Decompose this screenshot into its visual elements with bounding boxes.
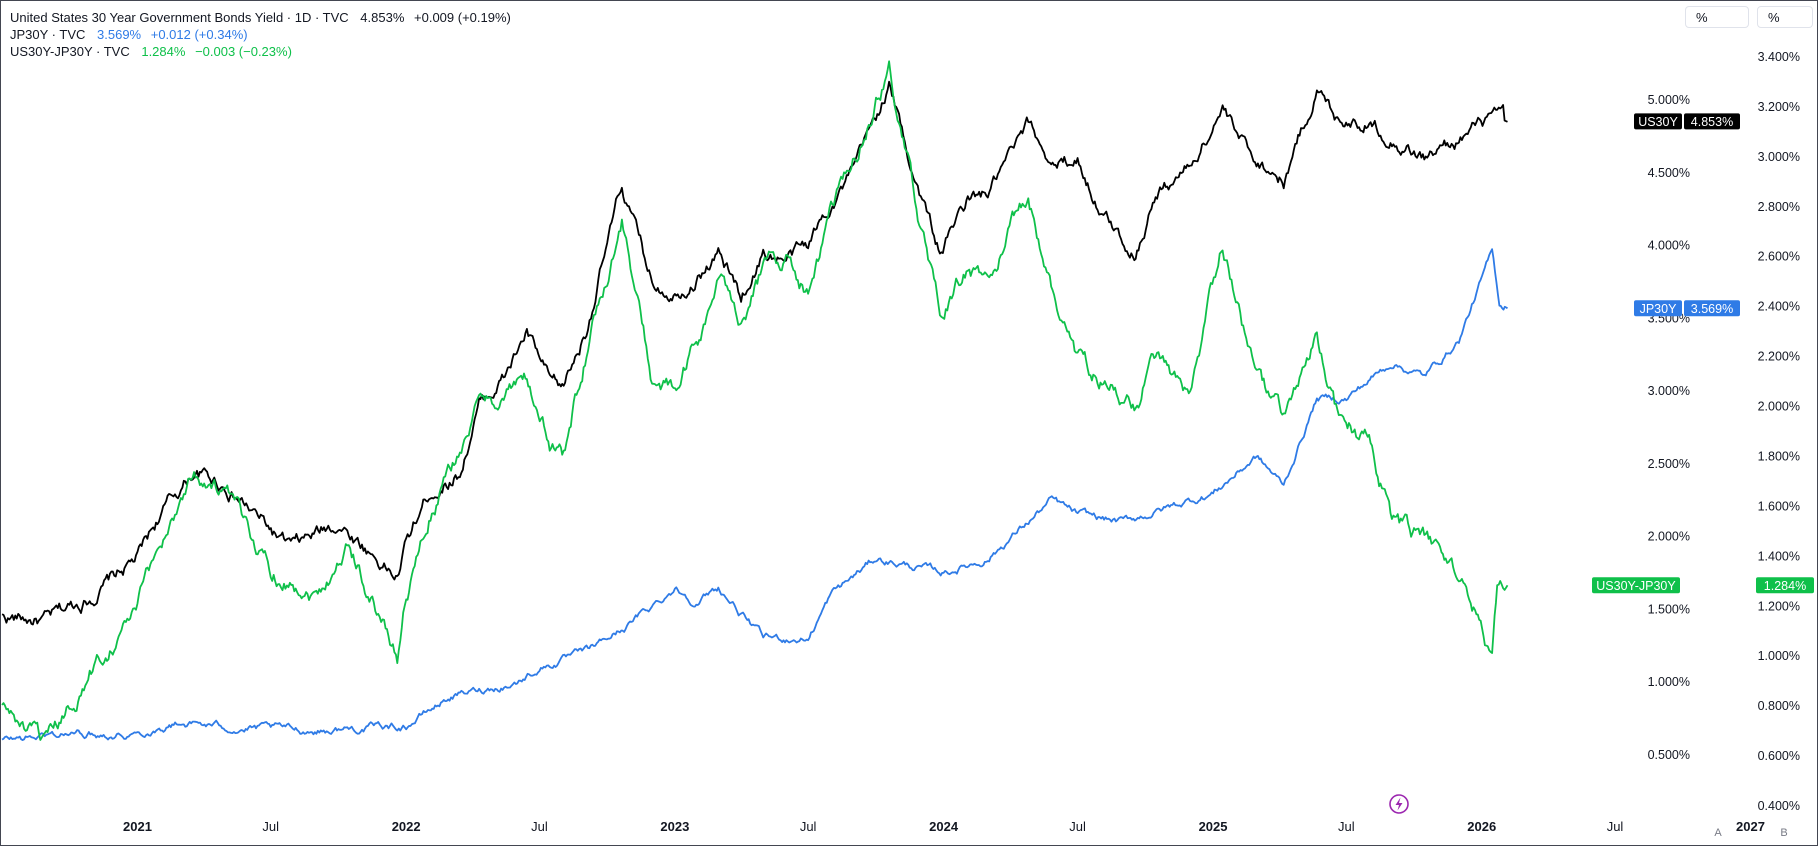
outer-axis-tick-label: 3.400%	[1758, 50, 1800, 64]
outer-axis-tick-label: 1.800%	[1758, 449, 1800, 463]
series-line-us30y[interactable]	[1, 80, 1508, 626]
x-axis-tick-label: 2025	[1199, 819, 1228, 834]
badge-label-bg	[1634, 300, 1682, 317]
inner-scale-percent-button[interactable]: %	[1685, 6, 1749, 28]
lightning-icon[interactable]	[1389, 794, 1409, 814]
x-axis-tick-label: Jul	[1338, 819, 1355, 834]
outer-scale-b-button[interactable]: B	[1780, 827, 1787, 839]
inner-axis-tick-label: 1.000%	[1648, 675, 1690, 689]
outer-scale-percent-button[interactable]: %	[1757, 6, 1813, 28]
legend-us30y-value: 4.853%	[360, 10, 405, 25]
legend-row-us30y[interactable]: United States 30 Year Government Bonds Y…	[10, 9, 517, 26]
inner-axis-tick-label: 0.500%	[1648, 748, 1690, 762]
badge-label-bg	[1634, 113, 1682, 130]
outer-axis-tick-label: 1.000%	[1758, 649, 1800, 663]
outer-axis-tick-label: 0.800%	[1758, 699, 1800, 713]
price-badge-spread: US30Y-JP30Y 1.284%	[1592, 577, 1814, 594]
outer-axis-tick-label: 0.600%	[1758, 749, 1800, 763]
series-line-us30y-jp30y[interactable]	[1, 60, 1509, 741]
x-axis-tick-label: 2026	[1467, 819, 1496, 834]
inner-axis-tick-label: 5.000%	[1648, 93, 1690, 107]
x-axis-tick-label: 2023	[660, 819, 689, 834]
legend-jp30y-name: JP30Y · TVC	[10, 27, 86, 42]
x-axis-tick-label: 2024	[929, 819, 959, 834]
outer-axis-tick-label: 3.000%	[1758, 150, 1800, 164]
auto-scale-button[interactable]: A	[1714, 827, 1722, 839]
outer-axis-tick-label: 2.800%	[1758, 200, 1800, 214]
price-badge-us30y: US30Y 4.853%	[1634, 113, 1740, 130]
inner-axis-tick-label: 2.000%	[1648, 530, 1690, 544]
legend-spread-name: US30Y-JP30Y · TVC	[10, 44, 130, 59]
badge-value-text: 3.569%	[1691, 302, 1733, 316]
legend-us30y-change: +0.009 (+0.19%)	[414, 10, 511, 25]
outer-axis-tick-label: 2.200%	[1758, 350, 1800, 364]
badge-value-bg	[1684, 300, 1740, 317]
inner-axis-tick-label: 3.000%	[1648, 384, 1690, 398]
outer-axis-tick-label: 0.400%	[1758, 799, 1800, 813]
x-axis-tick-label: Jul	[1069, 819, 1086, 834]
outer-axis-tick-label: 1.400%	[1758, 549, 1800, 563]
badge-label-bg	[1592, 577, 1680, 594]
inner-axis-tick-label: 1.500%	[1648, 602, 1690, 616]
x-axis-tick-label: Jul	[1607, 819, 1624, 834]
outer-axis-tick-label: 2.600%	[1758, 250, 1800, 264]
x-axis-tick-label: 2021	[123, 819, 152, 834]
legend-us30y-name: United States 30 Year Government Bonds Y…	[10, 10, 349, 25]
legend-spread-change: −0.003 (−0.23%)	[195, 44, 292, 59]
legend-row-jp30y[interactable]: JP30Y · TVC 3.569% +0.012 (+0.34%)	[10, 26, 517, 43]
x-axis-tick-label: 2022	[392, 819, 421, 834]
badge-value-bg	[1756, 577, 1814, 594]
inner-axis-tick-label: 4.500%	[1648, 166, 1690, 180]
inner-axis-tick-label: 4.000%	[1648, 239, 1690, 253]
outer-axis-tick-label: 3.200%	[1758, 100, 1800, 114]
badge-value-bg	[1684, 113, 1740, 130]
x-axis-tick-label: Jul	[262, 819, 279, 834]
outer-axis-tick-label: 1.200%	[1758, 599, 1800, 613]
legend-jp30y-value: 3.569%	[97, 27, 142, 42]
legend-spread-value: 1.284%	[141, 44, 186, 59]
outer-axis-tick-label: 1.600%	[1758, 499, 1800, 513]
x-axis-tick-label: 2027	[1736, 819, 1765, 834]
x-axis-tick-label: Jul	[531, 819, 548, 834]
inner-axis-tick-label: 2.500%	[1648, 457, 1690, 471]
badge-label-text: JP30Y	[1640, 302, 1677, 316]
x-axis-tick-label: Jul	[800, 819, 817, 834]
badge-value-text: 1.284%	[1764, 579, 1806, 593]
outer-axis-tick-label: 2.000%	[1758, 400, 1800, 414]
series-line-jp30y[interactable]	[1, 248, 1508, 741]
outer-axis-tick-label: 2.400%	[1758, 300, 1800, 314]
chart-legend: United States 30 Year Government Bonds Y…	[10, 9, 517, 60]
legend-jp30y-change: +0.012 (+0.34%)	[150, 27, 248, 42]
badge-value-text: 4.853%	[1691, 115, 1733, 129]
badge-label-text: US30Y	[1638, 115, 1678, 129]
badge-label-text: US30Y-JP30Y	[1596, 579, 1676, 593]
legend-row-spread[interactable]: US30Y-JP30Y · TVC 1.284% −0.003 (−0.23%)	[10, 43, 517, 60]
price-badge-jp30y: JP30Y 3.569%	[1634, 300, 1740, 317]
